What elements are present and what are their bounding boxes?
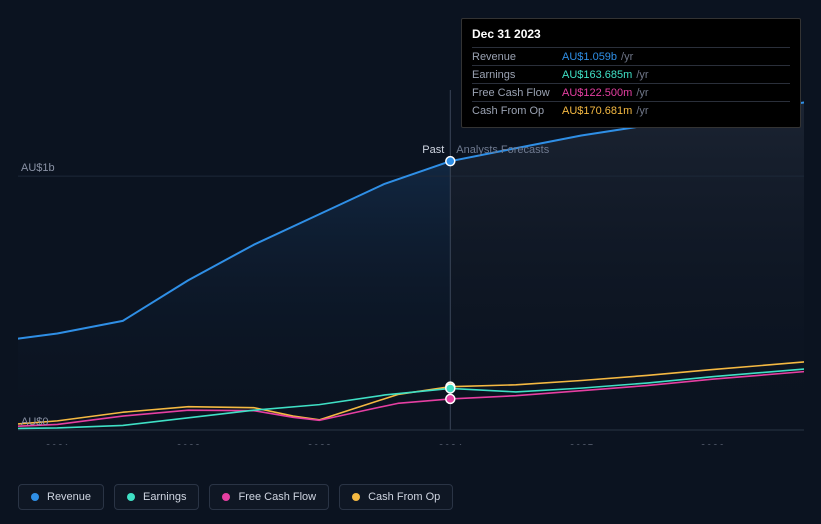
tooltip-title: Dec 31 2023 [472,27,790,41]
tooltip-row-unit: /yr [636,87,648,99]
x-tick-label: 2026 [700,443,724,445]
tooltip-row: EarningsAU$163.685m/yr [472,65,790,83]
tooltip-row-label: Revenue [472,51,562,63]
tooltip-row-label: Cash From Op [472,105,562,117]
tooltip-row-value: AU$170.681m [562,105,632,117]
legend-item-earnings[interactable]: Earnings [114,484,199,510]
legend-dot-icon [127,493,135,501]
x-tick-label: 2025 [569,443,593,445]
past-area [18,161,450,430]
legend-item-cash-from-op[interactable]: Cash From Op [339,484,453,510]
tooltip-row-label: Earnings [472,69,562,81]
tooltip-row-label: Free Cash Flow [472,87,562,99]
hover-marker-revenue [446,157,455,166]
y-axis-label: AU$0 [21,416,49,428]
hover-marker-free_cash_flow [446,394,455,403]
hover-marker-earnings [446,384,455,393]
legend-item-free-cash-flow[interactable]: Free Cash Flow [209,484,329,510]
legend-dot-icon [31,493,39,501]
x-tick-label: 2021 [45,443,69,445]
tooltip-row-value: AU$163.685m [562,69,632,81]
tooltip-row-value: AU$1.059b [562,51,617,63]
legend-dot-icon [352,493,360,501]
y-axis-label: AU$1b [21,162,55,174]
legend-item-revenue[interactable]: Revenue [18,484,104,510]
region-label-past: Past [422,144,444,156]
tooltip-row: Cash From OpAU$170.681m/yr [472,101,790,119]
chart-legend: Revenue Earnings Free Cash Flow Cash From O… [18,484,453,510]
tooltip-row: RevenueAU$1.059b/yr [472,47,790,65]
legend-dot-icon [222,493,230,501]
hover-tooltip: Dec 31 2023 RevenueAU$1.059b/yrEarningsA… [461,18,801,128]
x-tick-label: 2022 [176,443,200,445]
x-tick-label: 2024 [438,443,462,445]
tooltip-row-unit: /yr [621,51,633,63]
legend-item-label: Revenue [47,491,91,503]
tooltip-row: Free Cash FlowAU$122.500m/yr [472,83,790,101]
x-tick-label: 2023 [307,443,331,445]
legend-item-label: Free Cash Flow [238,491,316,503]
tooltip-row-unit: /yr [636,105,648,117]
legend-item-label: Earnings [143,491,186,503]
legend-item-label: Cash From Op [368,491,440,503]
tooltip-row-unit: /yr [636,69,648,81]
tooltip-row-value: AU$122.500m [562,87,632,99]
region-label-forecast: Analysts Forecasts [456,144,549,156]
